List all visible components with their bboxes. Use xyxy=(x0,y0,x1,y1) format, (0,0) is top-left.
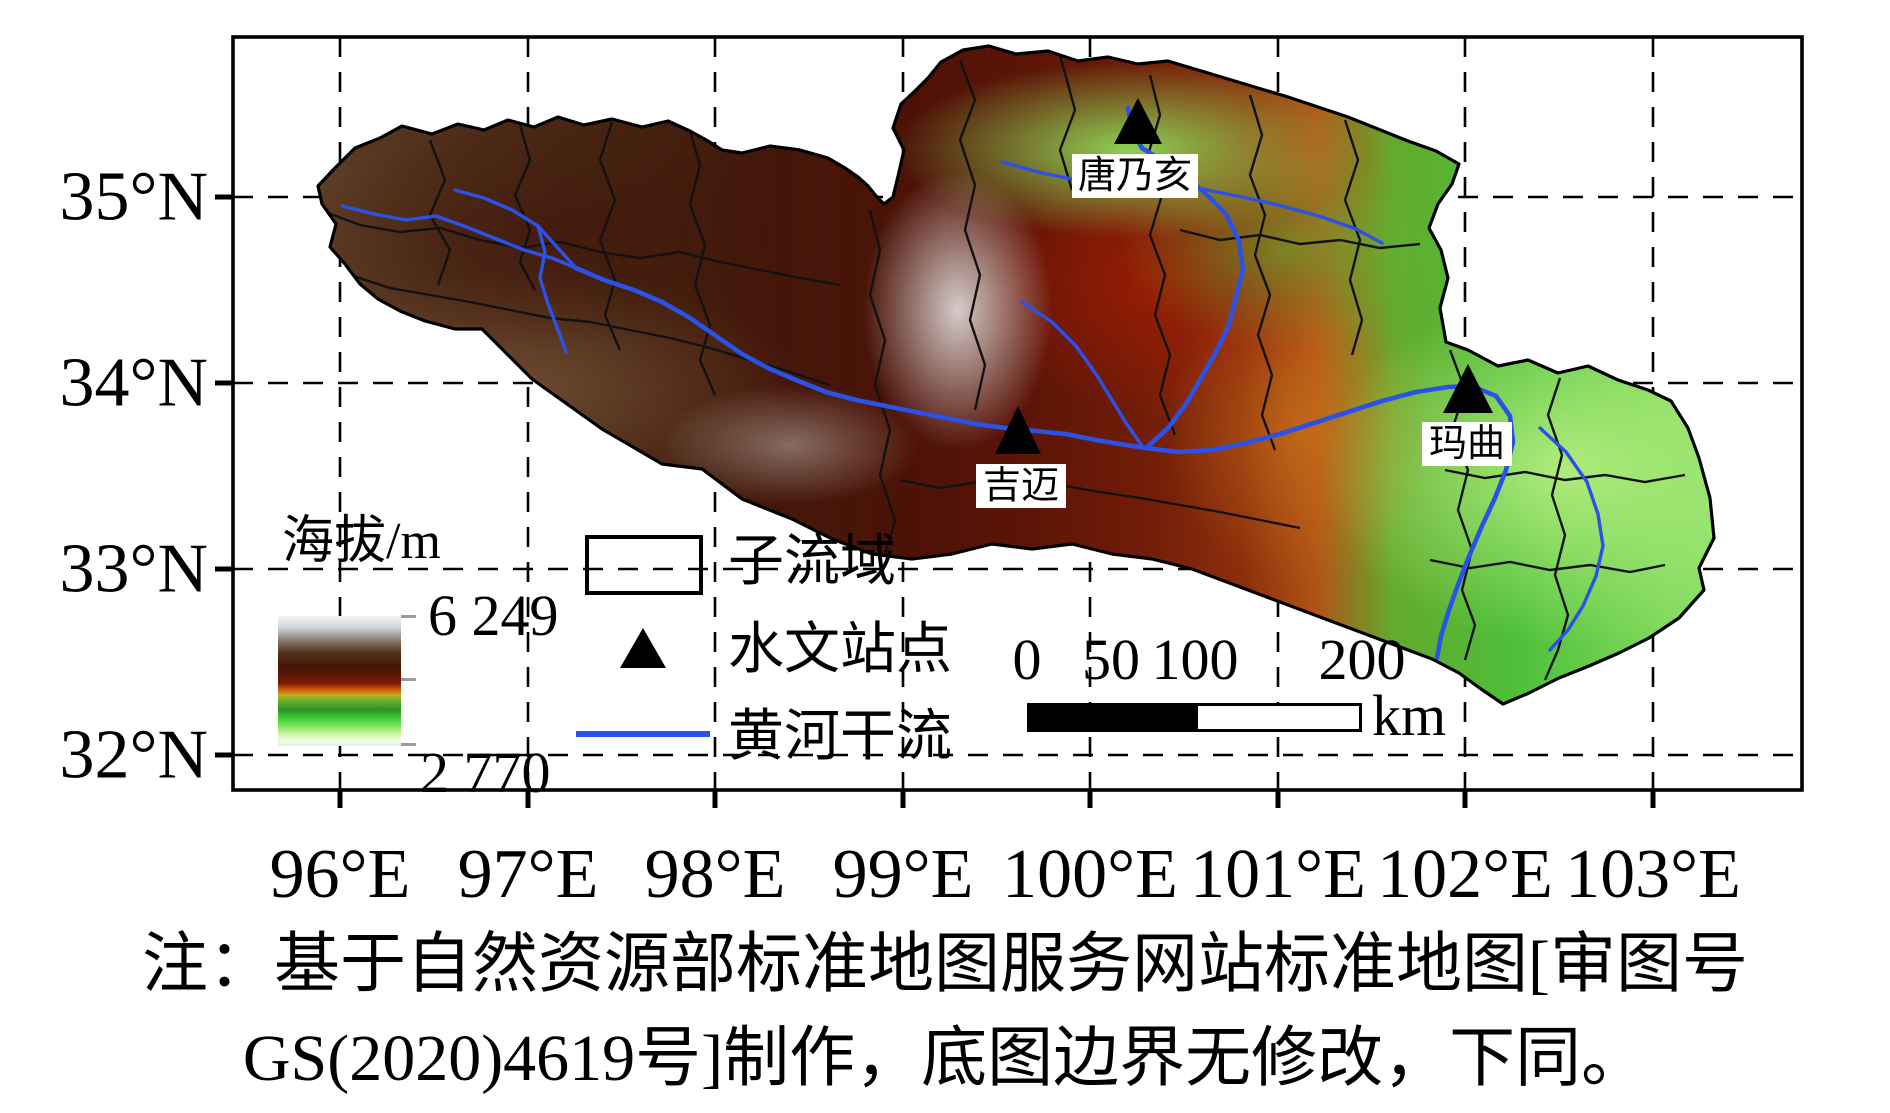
legend-river-label: 黄河干流 xyxy=(728,706,952,768)
legend-station-swatch triangle-icon xyxy=(620,628,666,668)
x-axis-label-99e: 99°E xyxy=(832,836,974,913)
legend-river-swatch xyxy=(576,731,710,737)
colorbar-tick-bottom xyxy=(401,743,416,746)
station-label-maqu: 玛曲 xyxy=(1422,422,1512,466)
map-frame xyxy=(215,35,1804,808)
yellow-river-streams xyxy=(340,105,1605,661)
x-axis-label-101e: 101°E xyxy=(1190,836,1366,913)
x-axis-label-103e: 103°E xyxy=(1565,836,1741,913)
scalebar-tick-0: 0 xyxy=(1012,627,1042,692)
legend-subbasin-label: 子流域 xyxy=(728,531,896,593)
x-axis-label-98e: 98°E xyxy=(644,836,786,913)
y-axis-label-34n: 34°N xyxy=(59,344,208,422)
y-axis-label-32n: 32°N xyxy=(59,716,208,794)
scalebar-tick-200: 200 xyxy=(1318,627,1406,692)
scalebar-segment-open xyxy=(1195,703,1362,732)
y-axis-label-33n: 33°N xyxy=(59,530,208,608)
legend-station-label: 水文站点 xyxy=(728,619,952,681)
scalebar-tick-50: 50 xyxy=(1082,627,1140,692)
note-line-1: 注：基于自然资源部标准地图服务网站标准地图[审图号 xyxy=(142,928,1748,1001)
x-axis-label-100e: 100°E xyxy=(1002,836,1178,913)
x-axis-label-96e: 96°E xyxy=(269,836,411,913)
colorbar-tick-top xyxy=(401,615,416,618)
scalebar-unit: km xyxy=(1372,683,1447,748)
x-axis-label-97e: 97°E xyxy=(457,836,599,913)
station-label-jimai: 吉迈 xyxy=(976,464,1066,508)
scalebar-segment-filled xyxy=(1027,703,1195,732)
legend-subbasin-swatch xyxy=(585,535,703,595)
elevation-max-value: 6 249 xyxy=(428,583,559,648)
station-label-tangnaihai: 唐乃亥 xyxy=(1072,154,1198,198)
station-marker-maqu xyxy=(1443,364,1493,413)
elevation-min-value: 2 770 xyxy=(420,740,551,805)
station-marker-tangnaihai xyxy=(1114,98,1162,144)
y-axis-label-35n: 35°N xyxy=(59,158,208,236)
note-line-2: GS(2020)4619号]制作，底图边界无修改，下同。 xyxy=(242,1022,1648,1095)
legend-elevation-title: 海拔/m xyxy=(282,513,441,570)
scalebar-tick-100: 100 xyxy=(1151,627,1239,692)
colorbar-tick-mid xyxy=(401,678,416,681)
station-marker-jimai xyxy=(995,406,1041,454)
elevation-colorbar xyxy=(278,616,401,746)
station-markers xyxy=(995,98,1493,454)
x-axis-label-102e: 102°E xyxy=(1377,836,1553,913)
map-source-note: 注：基于自然资源部标准地图服务网站标准地图[审图号 GS(2020)4619号]… xyxy=(0,918,1890,1106)
